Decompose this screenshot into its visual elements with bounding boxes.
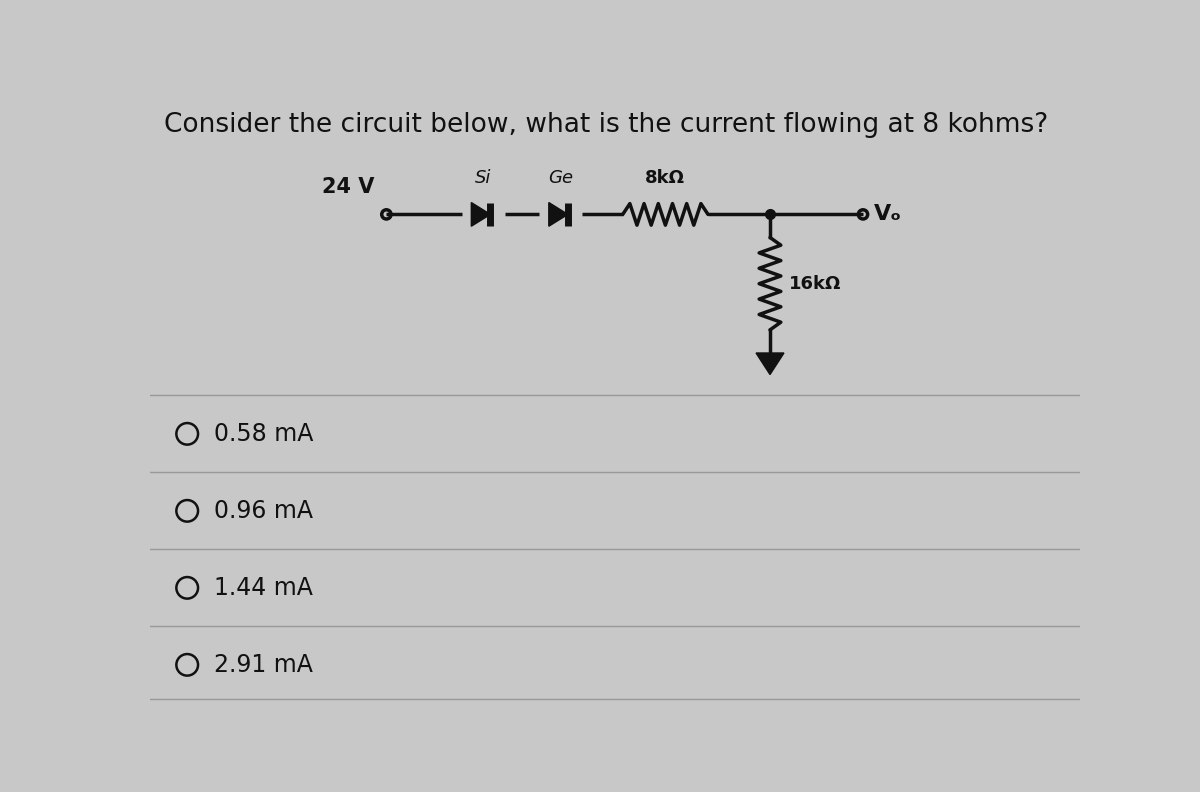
Text: Ge: Ge bbox=[548, 169, 574, 188]
Text: 0.96 mA: 0.96 mA bbox=[214, 499, 312, 523]
Text: Si: Si bbox=[475, 169, 492, 188]
Text: 16kΩ: 16kΩ bbox=[790, 275, 841, 293]
Text: 24 V: 24 V bbox=[323, 177, 374, 197]
Text: 8kΩ: 8kΩ bbox=[646, 169, 685, 188]
Text: 1.44 mA: 1.44 mA bbox=[214, 576, 312, 600]
Polygon shape bbox=[548, 203, 568, 227]
Polygon shape bbox=[472, 203, 491, 227]
Text: 0.58 mA: 0.58 mA bbox=[214, 422, 313, 446]
Text: 2.91 mA: 2.91 mA bbox=[214, 653, 312, 677]
Text: Consider the circuit below, what is the current flowing at 8 kohms?: Consider the circuit below, what is the … bbox=[164, 112, 1049, 138]
Text: Vₒ: Vₒ bbox=[874, 204, 902, 224]
Polygon shape bbox=[756, 353, 784, 375]
